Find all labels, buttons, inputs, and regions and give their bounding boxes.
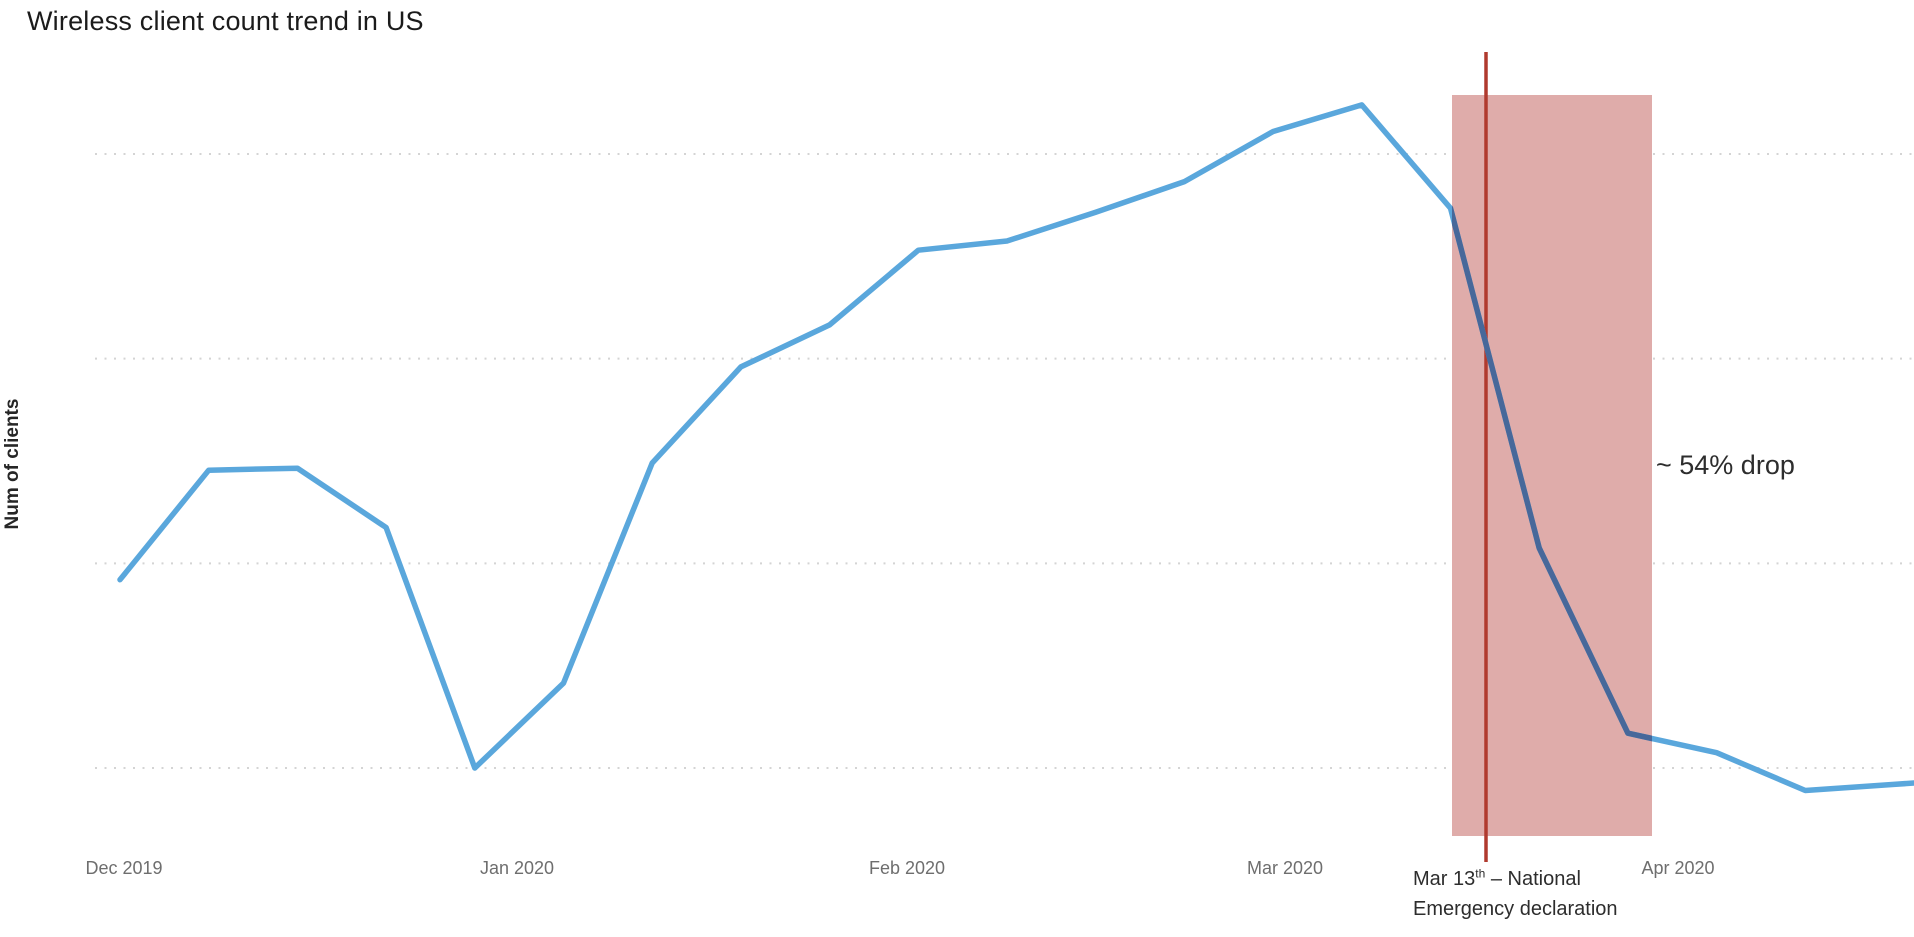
trend-line — [117, 102, 1914, 794]
event-annotation: Mar 13th – National Emergency declaratio… — [1413, 864, 1625, 924]
drop-annotation: ~ 54% drop — [1656, 450, 1795, 480]
event-annotation-text: – National Emergency declaration — [1413, 868, 1618, 920]
x-tick-label: Mar 2020 — [1246, 858, 1324, 878]
x-tick-label: Jan 2020 — [479, 858, 555, 878]
event-annotation-date: Mar 13 — [1413, 868, 1476, 890]
x-tick-label: Apr 2020 — [1641, 858, 1715, 878]
x-tick-label: Dec 2019 — [85, 858, 163, 878]
chart-title: Wireless client count trend in US — [27, 6, 424, 36]
y-axis-label: Num of clients — [2, 398, 23, 530]
x-tick-label: Feb 2020 — [868, 858, 946, 878]
event-annotation-ordinal: th — [1475, 866, 1486, 881]
